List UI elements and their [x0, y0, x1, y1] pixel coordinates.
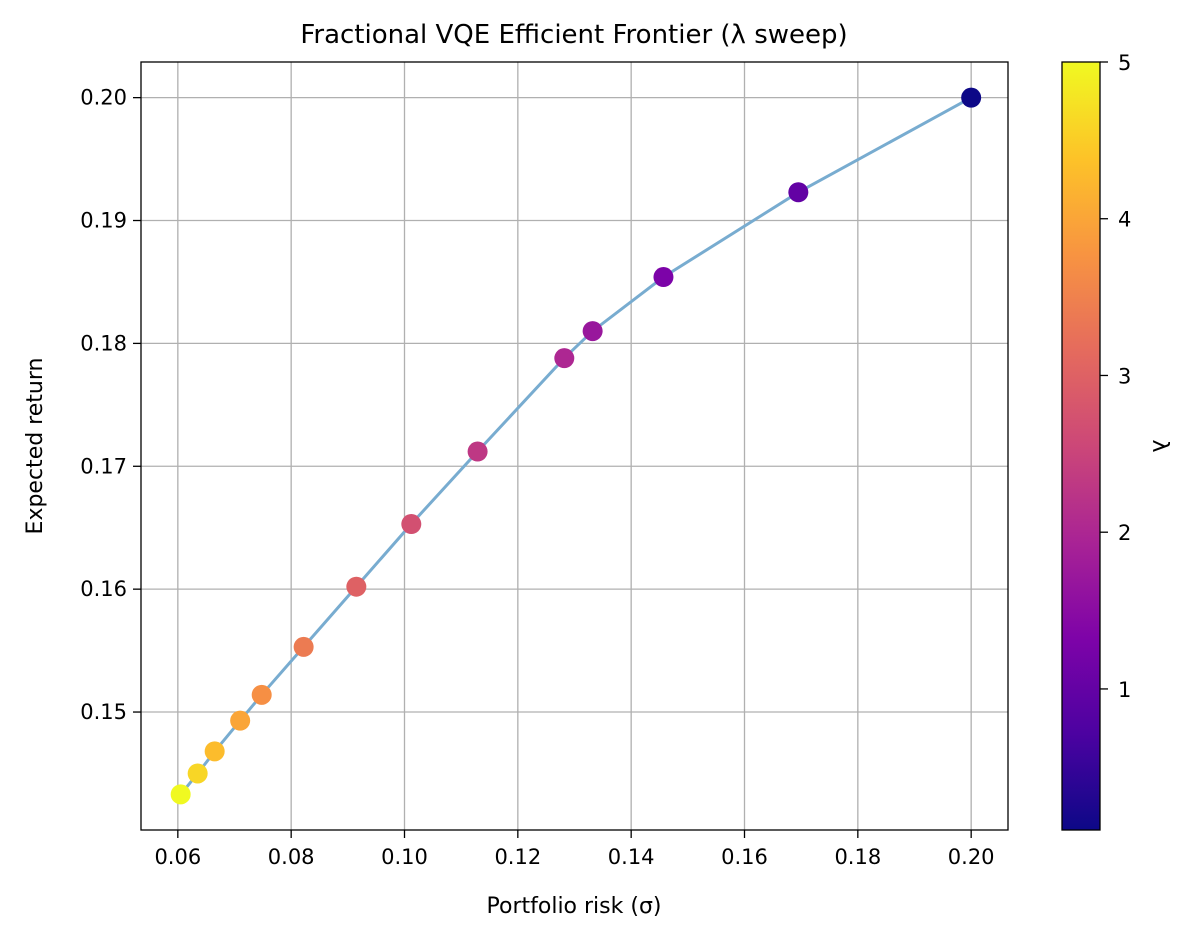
data-point — [187, 763, 208, 784]
data-point — [582, 321, 603, 342]
data-point — [653, 267, 674, 288]
data-point — [293, 636, 314, 657]
y-axis-label: Expected return — [23, 358, 48, 535]
x-tick-label: 0.20 — [948, 845, 995, 869]
data-points — [170, 87, 982, 805]
x-axis-label: Portfolio risk (σ) — [487, 894, 662, 919]
colorbar-label: λ — [1147, 439, 1172, 452]
colorbar-tick-label: 2 — [1118, 521, 1131, 545]
y-tick-label: 0.17 — [80, 454, 127, 478]
x-tick-label: 0.08 — [268, 845, 315, 869]
chart-title: Fractional VQE Efficient Frontier (λ swe… — [300, 20, 847, 50]
x-tick-label: 0.10 — [381, 845, 428, 869]
colorbar-tick-label: 3 — [1118, 364, 1131, 388]
x-tick-label: 0.16 — [721, 845, 768, 869]
frontier-line — [179, 96, 972, 796]
x-axis: 0.06 0.08 0.10 0.12 0.14 0.16 0.18 0.20 — [154, 830, 995, 869]
data-point — [346, 576, 367, 597]
data-point — [788, 182, 809, 203]
y-tick-label: 0.18 — [80, 331, 127, 355]
data-point — [251, 684, 272, 705]
colorbar — [1061, 61, 1101, 831]
frontier-line-path — [179, 96, 972, 796]
data-point — [170, 784, 191, 805]
colorbar-tick-label: 5 — [1118, 51, 1131, 75]
data-point — [961, 87, 982, 108]
y-tick-label: 0.16 — [80, 577, 127, 601]
x-tick-label: 0.06 — [154, 845, 201, 869]
data-point — [467, 441, 488, 462]
data-point — [230, 710, 251, 731]
y-tick-label: 0.19 — [80, 209, 127, 233]
colorbar-axis: 1 2 3 4 5 — [1100, 51, 1131, 702]
y-tick-label: 0.15 — [80, 700, 127, 724]
x-tick-label: 0.12 — [494, 845, 541, 869]
x-tick-label: 0.14 — [608, 845, 655, 869]
grid-lines — [141, 62, 1008, 830]
data-point — [401, 514, 422, 535]
x-tick-label: 0.18 — [834, 845, 881, 869]
colorbar-tick-label: 1 — [1118, 678, 1131, 702]
plot-frame — [140, 61, 1009, 831]
data-point — [554, 348, 575, 369]
y-axis: 0.15 0.16 0.17 0.18 0.19 0.20 — [80, 86, 141, 724]
y-tick-label: 0.20 — [80, 86, 127, 110]
colorbar-tick-label: 4 — [1118, 208, 1131, 232]
data-point — [204, 741, 225, 762]
